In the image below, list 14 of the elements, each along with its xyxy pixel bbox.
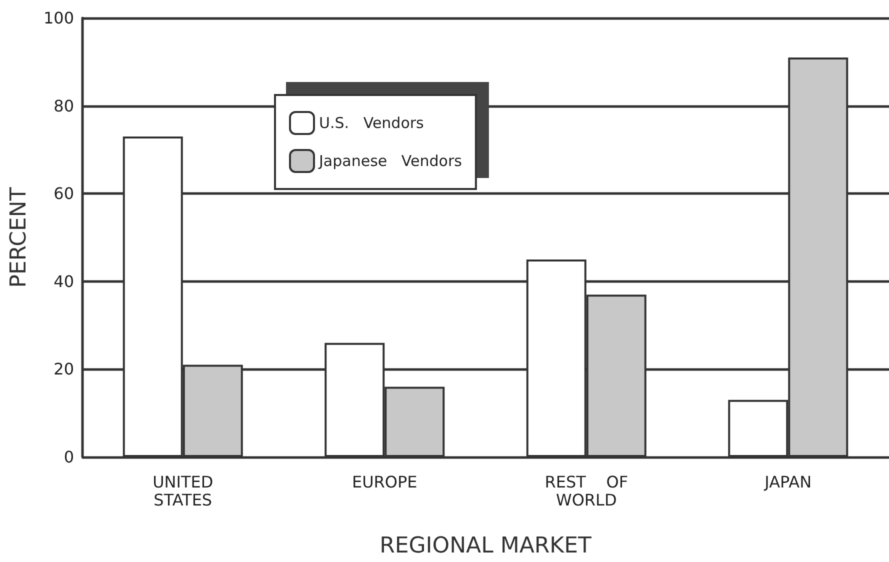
x-tick-label: REST OF WORLD [544,472,628,510]
x-tick-label: EUROPE [352,472,418,492]
x-axis-title: REGIONAL MARKET [380,534,592,558]
x-tick-label: JAPAN [764,472,812,492]
y-axis-title: PERCENT [6,186,32,288]
legend-label: Japanese Vendors [318,152,462,170]
y-tick-label: 0 [64,448,74,466]
y-tick-label: 60 [54,184,74,204]
y-tick-label: 100 [43,8,74,28]
y-tick-label: 40 [54,272,74,291]
legend-label: U.S. Vendors [319,114,424,132]
y-tick-label: 20 [54,360,74,379]
x-tick-label: UNITED STATES [152,472,214,510]
y-tick-label: 80 [54,96,74,116]
